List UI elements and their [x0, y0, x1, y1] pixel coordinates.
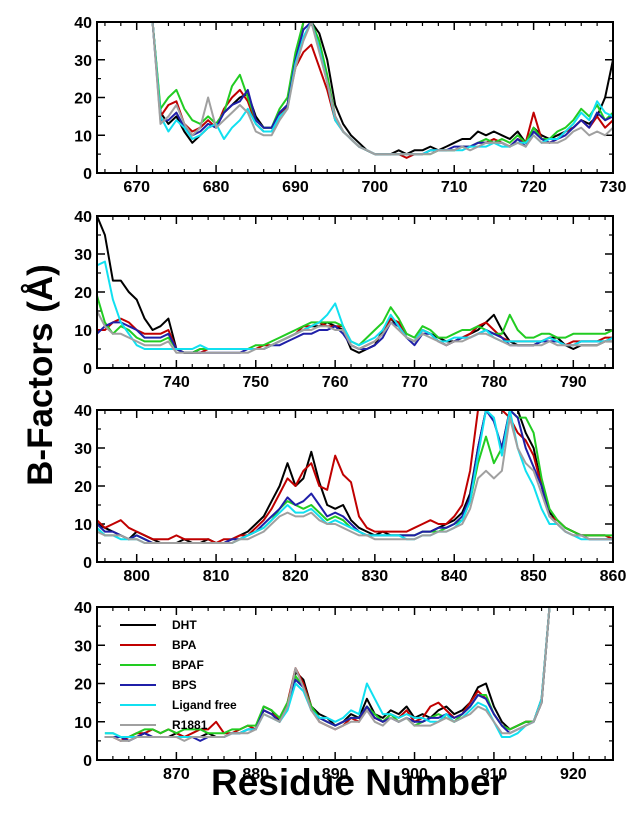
- chart-panel-2: 740 750 760 770 780 790 0 10 20 30 40: [74, 209, 614, 391]
- legend-label-bps: BPS: [172, 678, 197, 692]
- x-axis-title: Residue Number: [211, 762, 505, 803]
- x-tick-label: 850: [520, 568, 547, 585]
- y-tick-label: 30: [74, 441, 92, 458]
- y-tick-label: 0: [83, 753, 92, 770]
- y-tick-label: 40: [74, 15, 92, 32]
- x-tick-label: 890: [322, 766, 349, 783]
- series-group: [97, 216, 613, 354]
- x-tick-label: 780: [481, 374, 508, 391]
- y-tick-label: 30: [74, 638, 92, 655]
- series-line-ligand-free: [151, 22, 613, 156]
- x-tick-label: 670: [123, 179, 150, 196]
- y-tick-label: 30: [74, 53, 92, 70]
- y-tick-label: 0: [83, 555, 92, 572]
- y-tick-label: 20: [74, 285, 92, 302]
- y-tick-label: 10: [74, 128, 92, 145]
- x-tick-label: 840: [441, 568, 468, 585]
- x-tick-label: 730: [600, 179, 627, 196]
- x-tick-label: 700: [361, 179, 388, 196]
- x-tick-label: 710: [441, 179, 468, 196]
- y-tick-label: 10: [74, 715, 92, 732]
- x-tick-label: 860: [600, 568, 627, 585]
- y-tick-label: 30: [74, 247, 92, 264]
- y-tick-label: 20: [74, 677, 92, 694]
- y-tick-label: 10: [74, 517, 92, 534]
- legend-label-dht: DHT: [172, 618, 197, 632]
- series-line-r1881: [97, 416, 613, 544]
- x-tick-label: 880: [242, 766, 269, 783]
- y-tick-label: 40: [74, 600, 92, 617]
- series-line-bpa: [151, 22, 613, 159]
- y-tick-label: 20: [74, 91, 92, 108]
- legend-label-r1881: R1881: [172, 718, 208, 732]
- series-group: [151, 22, 613, 159]
- series-line-r1881: [104, 607, 558, 742]
- x-tick-label: 820: [282, 568, 309, 585]
- legend-label-ligand-free: Ligand free: [172, 698, 237, 712]
- x-tick-label: 810: [203, 568, 230, 585]
- y-tick-label: 10: [74, 323, 92, 340]
- y-tick-label: 0: [83, 166, 92, 183]
- chart-panel-3: 800 810 820 830 840 850 860 0 10 20 30 40: [74, 403, 626, 585]
- series-line-r1881: [151, 22, 613, 156]
- y-tick-label: 0: [83, 361, 92, 378]
- x-tick-label: 720: [520, 179, 547, 196]
- plot-frame: [96, 215, 614, 369]
- legend: DHT BPA BPAF BPS Ligand free R1881: [120, 618, 237, 732]
- x-tick-label: 740: [163, 374, 190, 391]
- x-tick-label: 900: [401, 766, 428, 783]
- plot-frame: [96, 409, 614, 563]
- chart-panel-4: 870 880 890 900 910 920 0 10 20 30 40: [74, 600, 614, 783]
- x-tick-label: 680: [203, 179, 230, 196]
- y-axis-title: B-Factors (Å): [20, 264, 60, 486]
- x-tick-label: 750: [242, 374, 269, 391]
- x-tick-label: 690: [282, 179, 309, 196]
- chart-panel-1: 670 680 690 700 710 720 730 0 10 20 30 40: [74, 15, 626, 196]
- plot-frame: [96, 21, 614, 174]
- series-group: [97, 410, 613, 544]
- x-tick-label: 830: [361, 568, 388, 585]
- series-line-dht: [97, 216, 613, 354]
- legend-label-bpa: BPA: [172, 638, 197, 652]
- y-tick-label: 40: [74, 403, 92, 420]
- x-tick-label: 870: [163, 766, 190, 783]
- x-tick-label: 920: [560, 766, 587, 783]
- plot-frame: [96, 606, 614, 761]
- x-tick-label: 910: [481, 766, 508, 783]
- series-line-ligand-free: [104, 607, 558, 738]
- series-line-dht: [97, 410, 613, 544]
- x-tick-label: 760: [322, 374, 349, 391]
- y-tick-label: 20: [74, 479, 92, 496]
- series-line-r1881: [97, 310, 613, 354]
- y-tick-label: 40: [74, 209, 92, 226]
- x-tick-label: 790: [560, 374, 587, 391]
- legend-label-bpaf: BPAF: [172, 658, 204, 672]
- series-line-ligand-free: [97, 260, 613, 350]
- series-group: [104, 607, 558, 742]
- series-line-bpa: [97, 410, 613, 544]
- x-tick-label: 770: [401, 374, 428, 391]
- x-tick-label: 800: [123, 568, 150, 585]
